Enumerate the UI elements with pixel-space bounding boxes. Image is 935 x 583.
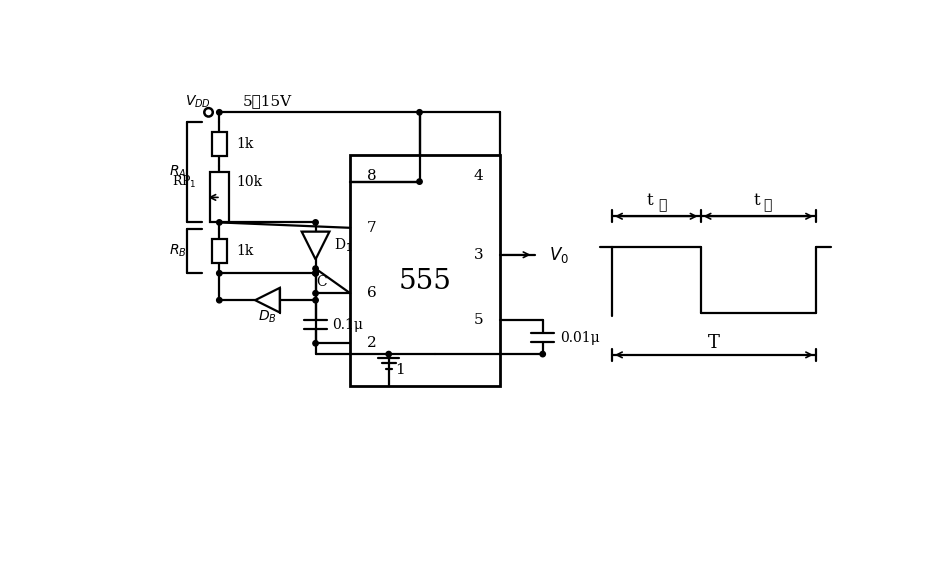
Text: $V_{DD}$: $V_{DD}$ — [185, 93, 210, 110]
Circle shape — [217, 110, 222, 115]
Text: $D_B$: $D_B$ — [258, 309, 277, 325]
Circle shape — [313, 340, 318, 346]
Circle shape — [313, 290, 318, 296]
Text: 555: 555 — [398, 268, 452, 295]
Polygon shape — [255, 288, 280, 312]
Text: 0.01μ: 0.01μ — [560, 331, 599, 345]
Bar — [210, 173, 228, 223]
Text: 5: 5 — [474, 313, 483, 327]
Text: D$_1$: D$_1$ — [334, 237, 352, 254]
Text: 0.1μ: 0.1μ — [333, 318, 364, 332]
Circle shape — [313, 271, 318, 276]
Circle shape — [417, 110, 423, 115]
Circle shape — [417, 179, 423, 184]
Circle shape — [313, 271, 318, 276]
Bar — [211, 238, 227, 263]
Text: 10k: 10k — [237, 175, 263, 189]
Circle shape — [313, 220, 318, 225]
Text: 1k: 1k — [237, 137, 253, 151]
Circle shape — [313, 266, 318, 271]
Text: t: t — [647, 192, 654, 209]
Circle shape — [540, 352, 545, 357]
Polygon shape — [302, 231, 329, 259]
Text: 8: 8 — [367, 169, 377, 183]
Text: T: T — [708, 334, 720, 352]
Text: 2: 2 — [367, 336, 377, 350]
Circle shape — [313, 297, 318, 303]
Text: 放: 放 — [763, 198, 771, 212]
Circle shape — [386, 352, 392, 357]
Text: $V_0$: $V_0$ — [549, 245, 568, 265]
Text: 1: 1 — [396, 363, 405, 377]
Text: 1k: 1k — [237, 244, 253, 258]
Text: 4: 4 — [474, 169, 483, 183]
Bar — [211, 132, 227, 156]
Text: 6: 6 — [367, 286, 377, 300]
Text: t: t — [754, 192, 760, 209]
Text: C: C — [316, 276, 327, 290]
Circle shape — [217, 220, 222, 225]
Circle shape — [313, 271, 318, 276]
Text: $R_B$: $R_B$ — [169, 243, 187, 259]
Bar — [351, 154, 500, 386]
Text: RP$_1$: RP$_1$ — [171, 174, 196, 189]
Text: 7: 7 — [367, 221, 377, 235]
Text: $R_A$: $R_A$ — [169, 164, 187, 180]
Text: 3: 3 — [474, 248, 483, 262]
Text: 充: 充 — [658, 198, 667, 212]
Text: 5～15V: 5～15V — [242, 94, 292, 108]
Circle shape — [217, 271, 222, 276]
Circle shape — [217, 297, 222, 303]
